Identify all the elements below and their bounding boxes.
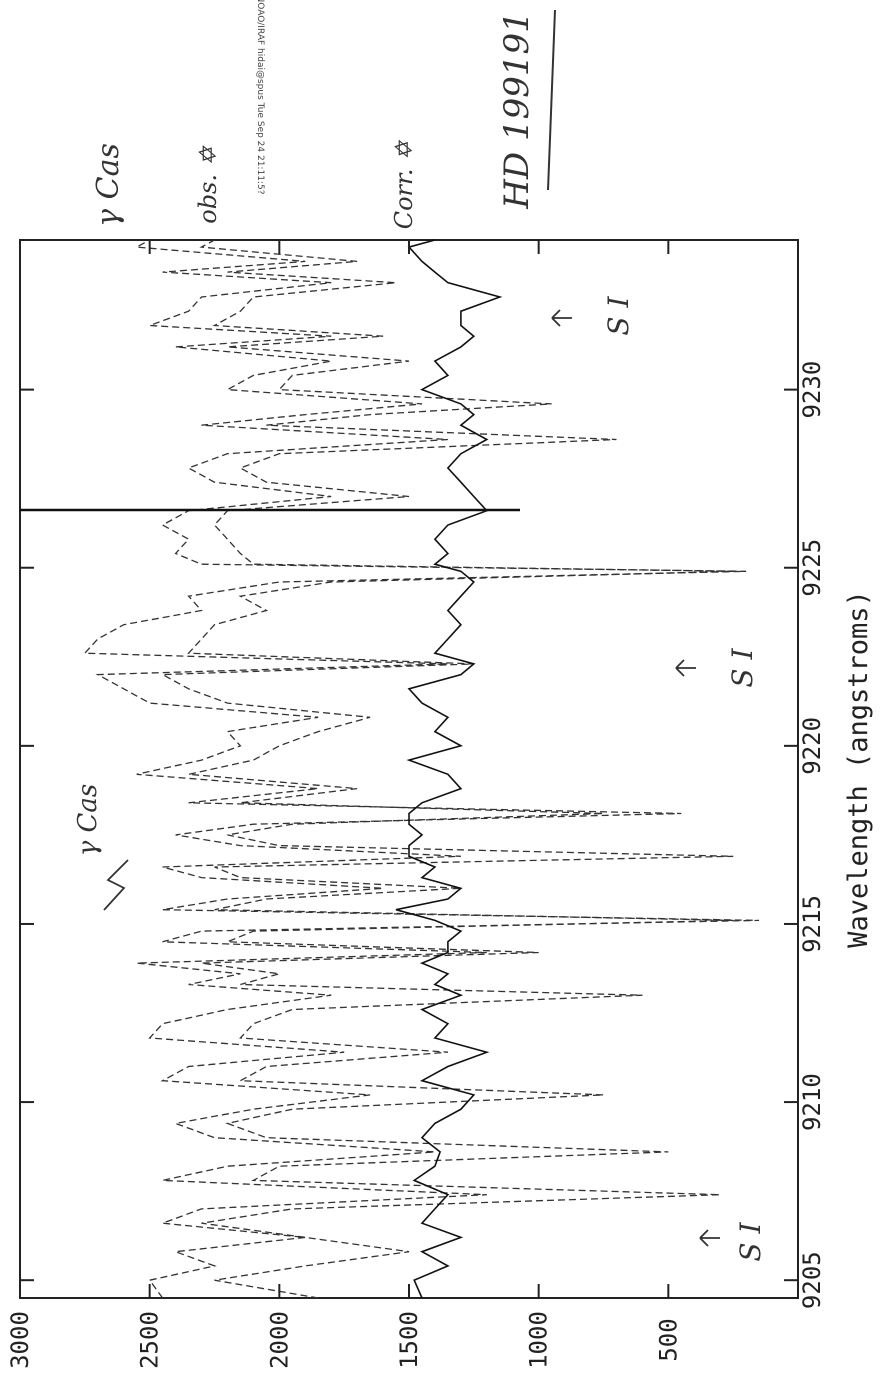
x-tick-label: 9215 [798,895,826,953]
annotation-s1-a: S I [602,295,635,335]
annotation-s1-c: S I [734,1221,767,1261]
plot-frame [19,239,799,1299]
x-tick-label: 9210 [798,1073,826,1131]
y-tick-label: 1000 [525,1311,553,1369]
annotation-arrow-s1-b [675,659,696,677]
x-tick-label: 9220 [798,717,826,775]
y-axis-ticks: 500 1000 1500 2000 2500 3000 [6,240,682,1369]
series-line-corrected [395,239,503,1299]
y-tick-label: 3000 [6,1311,34,1369]
annotation-arrow-s1-a [551,309,572,327]
series-line-observed [160,239,734,1299]
iraf-stamp: NOAO/IRAF hidai@spus Tue Sep 24 21:11:5? [255,0,265,195]
x-axis-ticks: 9205 9210 9215 9220 9225 9230 [20,361,826,1309]
y-tick-label: 2000 [265,1311,293,1369]
annotation-s1-b: S I [726,647,759,687]
annotation-arrow-gamma-cas [103,859,129,911]
x-tick-label: 9230 [798,361,826,419]
annotation-gamma-cas-top: γ Cas [91,143,126,227]
x-axis-label: Wavelength (angstroms) [843,590,874,948]
x-tick-label: 9205 [798,1251,826,1309]
annotation-arrow-s1-c [699,1229,720,1247]
annotation-corr: Corr. ✡ [390,139,418,229]
y-tick-label: 500 [654,1318,682,1361]
annotation-obs: obs. ✡ [194,144,222,223]
annotation-star-name: HD 199191 [497,11,537,210]
series-line-gamma-cas [83,239,760,1299]
annotation-gamma-cas-mid: γ Cas [73,784,103,857]
star-name-underline [547,9,556,191]
x-tick-label: 9225 [798,539,826,597]
y-tick-label: 2500 [136,1311,164,1369]
y-tick-label: 1500 [395,1311,423,1369]
